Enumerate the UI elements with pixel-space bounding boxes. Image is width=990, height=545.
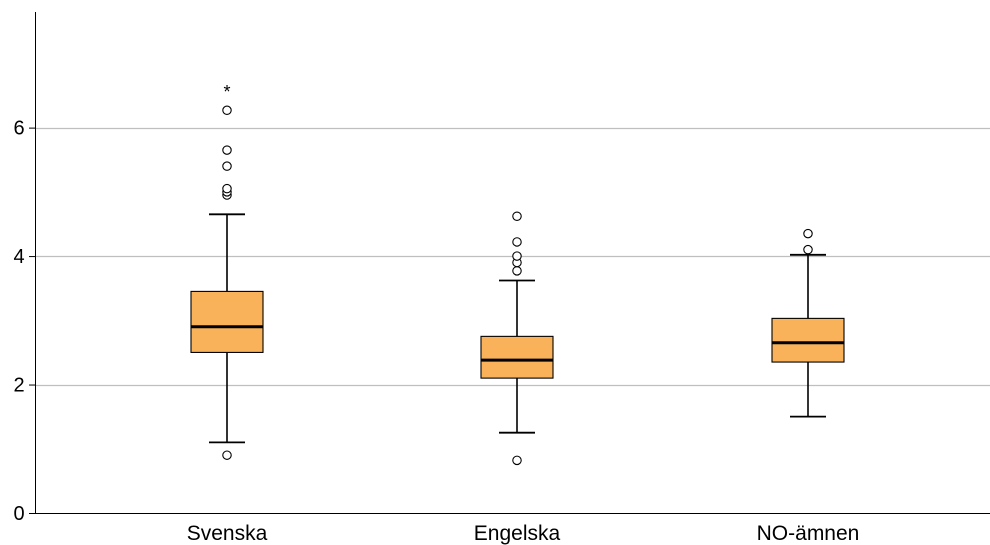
y-tick-label: 2 bbox=[13, 375, 24, 397]
iqr-box bbox=[771, 317, 845, 363]
iqr-box bbox=[480, 335, 554, 379]
category-label: Engelska bbox=[474, 522, 561, 545]
outlier-point bbox=[222, 450, 232, 460]
outlier-point bbox=[512, 266, 522, 276]
category-label: Svenska bbox=[187, 522, 268, 545]
category-label: NO-ämnen bbox=[757, 522, 860, 545]
labels: 0 2 4 6 Svenska Engelska NO-ämnen bbox=[13, 118, 859, 545]
y-tick-label: 6 bbox=[13, 118, 24, 140]
outlier-point bbox=[222, 161, 232, 171]
iqr-box bbox=[190, 290, 264, 353]
outlier-point bbox=[512, 455, 522, 466]
outlier-point bbox=[222, 183, 232, 194]
box-3 bbox=[771, 228, 845, 418]
outlier-point bbox=[222, 105, 232, 116]
box-1: * bbox=[190, 82, 264, 460]
axes bbox=[29, 12, 990, 514]
y-tick-label: 4 bbox=[13, 246, 24, 268]
outlier-point bbox=[222, 145, 232, 155]
outlier-point bbox=[803, 244, 813, 255]
box-2 bbox=[480, 211, 554, 466]
boxes: * bbox=[190, 82, 845, 466]
y-tick-label: 0 bbox=[13, 503, 24, 525]
extreme-point: * bbox=[223, 82, 230, 102]
outlier-point bbox=[803, 228, 813, 239]
outlier-point bbox=[512, 237, 522, 247]
outlier-point bbox=[512, 211, 522, 222]
outlier-point bbox=[512, 251, 522, 261]
